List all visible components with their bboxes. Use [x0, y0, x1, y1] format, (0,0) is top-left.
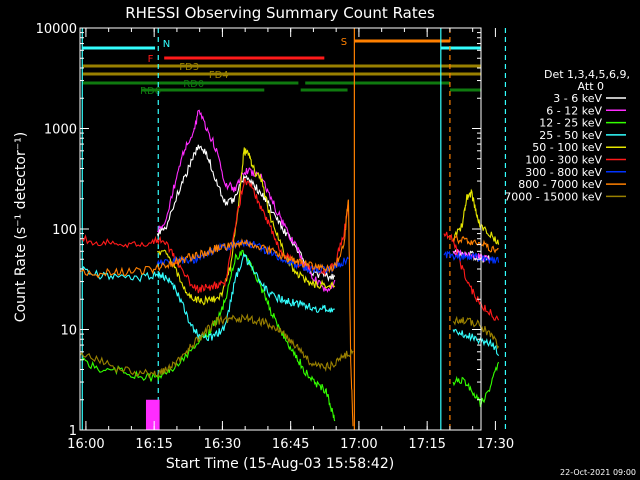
band-n-label: N [163, 39, 170, 50]
instrument-state-bands: N S F FD3 FD4 RD0 RD6 [82, 37, 481, 97]
series-7-segment-1 [452, 233, 499, 254]
legend-header-line: Det 1,3,4,5,6,9, [544, 68, 630, 81]
series-4-segment-1 [452, 188, 500, 245]
y-tick-label: 1 [69, 424, 77, 439]
series-2-segment-1 [452, 361, 500, 408]
y-tick-label: 10000 [36, 22, 77, 37]
x-tick-label: 16:45 [272, 437, 309, 452]
x-tick-label: 17:15 [408, 437, 445, 452]
legend-label: 12 - 25 keV [539, 117, 602, 130]
x-tick-label: 16:00 [67, 437, 104, 452]
series-3-segment-1 [452, 328, 500, 357]
band-f-label: F [148, 54, 154, 65]
x-tick-label: 17:00 [340, 437, 377, 452]
legend-label: 800 - 7000 keV [518, 178, 602, 191]
y-tick-label: 1000 [44, 123, 77, 138]
legend-label: 300 - 800 keV [525, 166, 602, 179]
x-axis-label: Start Time (15-Aug-03 15:58:42) [166, 456, 394, 472]
y-tick-label: 100 [52, 223, 77, 238]
x-tick-label: 16:30 [204, 437, 241, 452]
series-1-segment-1 [452, 248, 491, 264]
band-fd3-label: FD3 [179, 62, 199, 73]
y-tick-label: 10 [60, 324, 77, 339]
series-7-segment-0 [79, 199, 354, 427]
series-lines [79, 109, 500, 427]
series-8-segment-1 [452, 315, 500, 350]
band-rd6-label: RD6 [140, 86, 161, 97]
legend-label: 3 - 6 keV [553, 92, 602, 105]
legend-label: 7000 - 15000 keV [504, 190, 602, 203]
series-6-segment-1 [443, 250, 500, 265]
legend-label: 6 - 12 keV [546, 104, 602, 117]
series-3-segment-0 [79, 252, 335, 342]
y-axis-label: Count Rate (s⁻¹ detector⁻¹) [13, 132, 29, 322]
legend-label: 50 - 100 keV [532, 141, 602, 154]
plot-axes: 1 10 100 1000 10000 16:00 16:15 16:30 16:45 17:00… [36, 22, 515, 452]
footer-date: 22-Oct-2021 09:00 [560, 468, 636, 477]
band-rd0-label: RD0 [183, 79, 204, 90]
x-tick-label: 17:30 [477, 437, 514, 452]
series-6-segment-0 [156, 239, 349, 274]
x-tick-label: 16:15 [135, 437, 172, 452]
band-s-label: S [341, 37, 347, 48]
series-4-segment-0 [156, 147, 336, 306]
band-fd4-label: FD4 [209, 70, 229, 81]
series-5-segment-1 [443, 231, 500, 321]
state-change-lines [81, 28, 507, 430]
legend-label: 25 - 50 keV [539, 129, 602, 142]
legend-label: 100 - 300 keV [525, 154, 602, 167]
chart-title: RHESSI Observing Summary Count Rates [125, 4, 435, 22]
magenta-block [145, 399, 160, 430]
magenta-block-group [145, 399, 160, 430]
legend-header-line: Att 0 [578, 80, 604, 93]
series-8-segment-0 [79, 313, 354, 379]
